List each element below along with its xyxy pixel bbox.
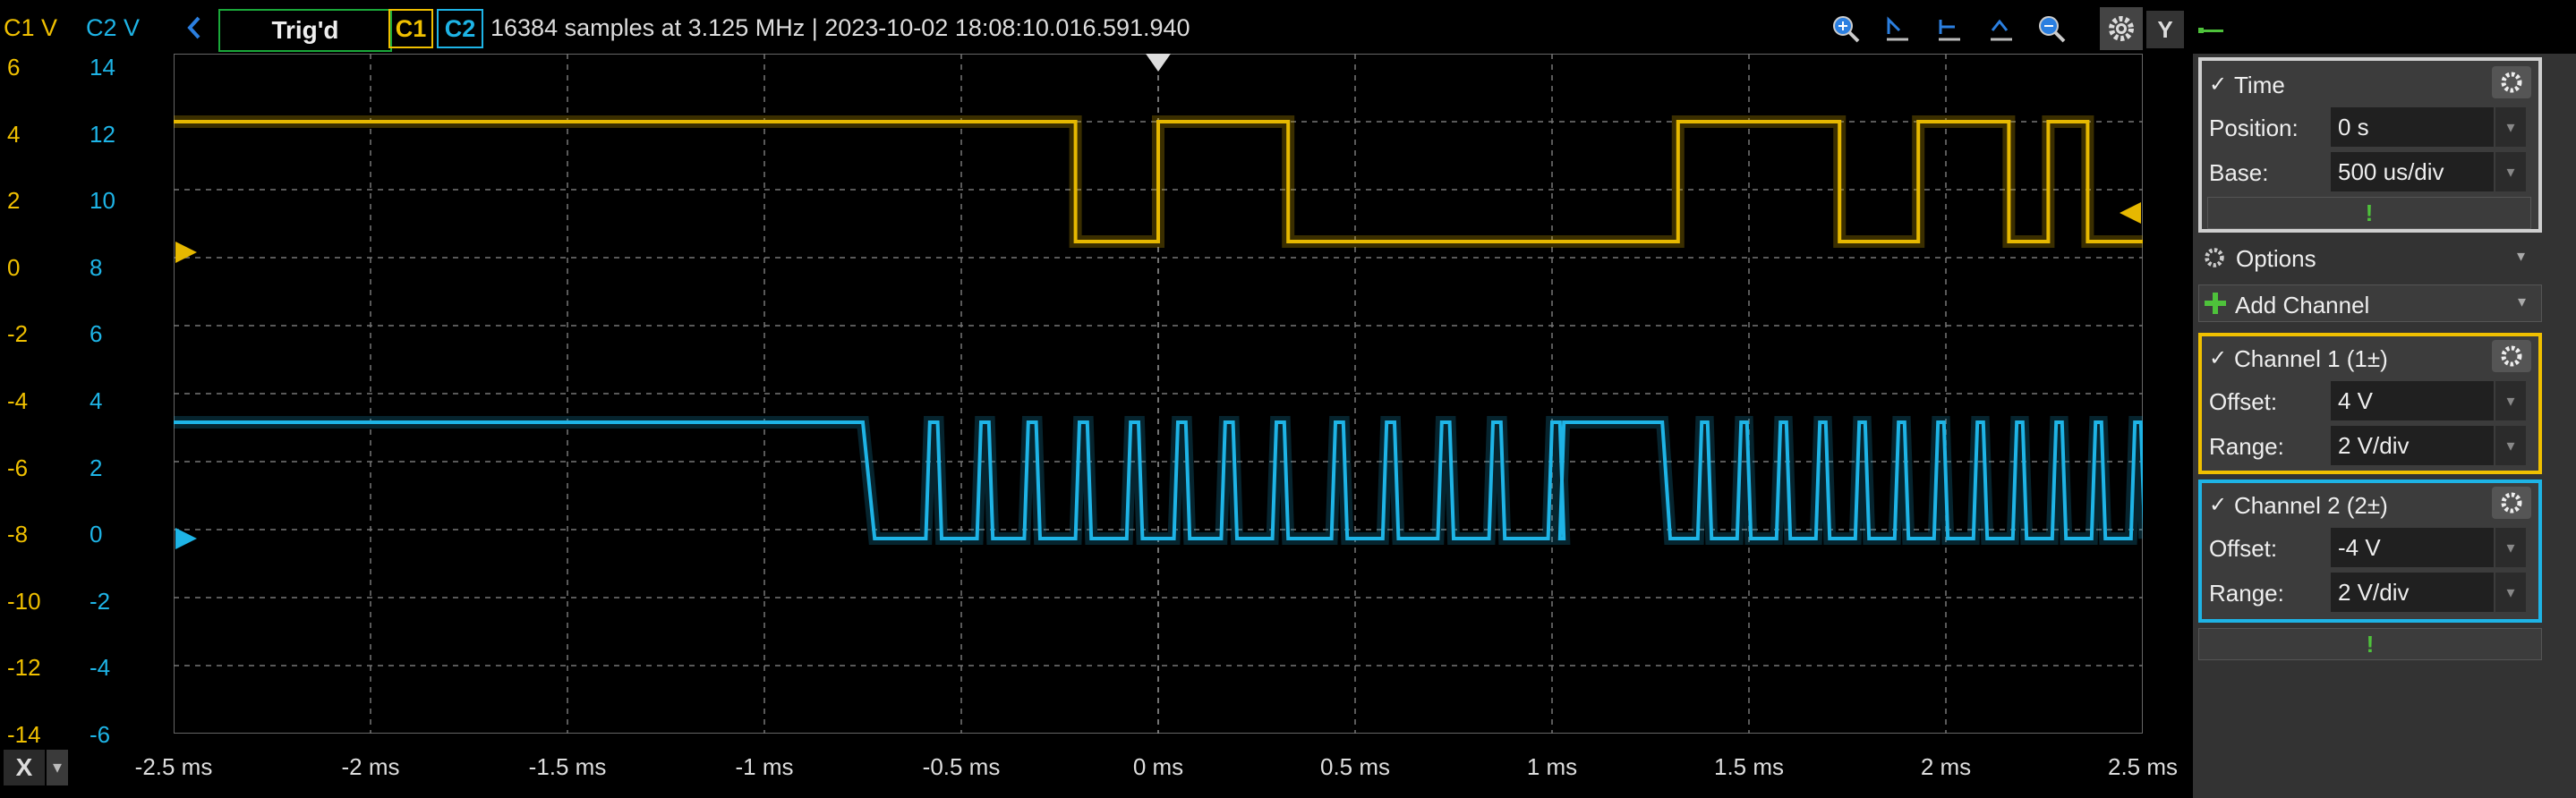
c2-tick-label: -2 (90, 587, 111, 615)
channel1-range-field[interactable]: 2 V/div (2331, 426, 2494, 465)
base-field[interactable]: 500 us/div (2331, 152, 2494, 191)
options-label: Options (2236, 245, 2316, 272)
c2-tick-label: -4 (90, 654, 111, 682)
c2-tick-label: 0 (90, 521, 103, 548)
channel2-offset-field[interactable]: -4 V (2331, 528, 2494, 567)
x-tick-label: 2 ms (1920, 753, 1972, 780)
c2-tick-label: 10 (90, 187, 115, 215)
trigger-position-marker-icon (1146, 54, 1171, 72)
settings-panel: ✓ Time Position: 0 s ▾ Base: 500 us/div … (2193, 54, 2576, 798)
c1-tick-label: 0 (7, 253, 21, 281)
channel2-button[interactable]: C2 (437, 9, 483, 48)
options-gear-icon (2205, 248, 2224, 267)
x-axis-dropdown[interactable]: ▾ (47, 750, 68, 785)
time-title: Time (2234, 72, 2285, 98)
chevron-left-icon[interactable] (184, 13, 204, 43)
panel-toggle-icon[interactable] (2198, 23, 2223, 33)
trigger-level-marker-icon (2120, 202, 2141, 224)
channel1-button[interactable]: C1 (388, 9, 433, 48)
channel2-gear-icon[interactable] (2492, 487, 2531, 519)
c2-tick-label: 4 (90, 387, 103, 414)
x-tick-label: 0.5 ms (1319, 753, 1391, 780)
channel1-check-icon[interactable]: ✓ (2209, 346, 2228, 370)
c2-tick-label: 12 (90, 120, 115, 148)
x-tick-label: -2 ms (341, 753, 400, 780)
position-dropdown-icon[interactable]: ▾ (2495, 107, 2526, 147)
c1-tick-label: 6 (7, 54, 21, 81)
position-field[interactable]: 0 s (2331, 107, 2494, 147)
channel2-offset-label: Offset: (2209, 535, 2278, 562)
channel1-trace (174, 120, 2143, 243)
channel2-group: ✓ Channel 2 (2±) Offset: -4 V ▾ Range: 2… (2198, 480, 2542, 623)
cursor-up-icon[interactable] (1878, 9, 1917, 48)
channel2-range-field[interactable]: 2 V/div (2331, 573, 2494, 612)
channel1-range-label: Range: (2209, 433, 2284, 460)
c2-tick-label: -6 (90, 721, 111, 748)
cursor-horizontal-icon[interactable] (1930, 9, 1969, 48)
panel-expand-button[interactable]: ! (2198, 628, 2542, 660)
options-chevron-icon: ▾ (2517, 247, 2526, 265)
channel1-glow (174, 115, 2143, 248)
y-axis-button[interactable]: Y (2146, 11, 2184, 48)
channel1-group: ✓ Channel 1 (1±) Offset: 4 V ▾ Range: 2 … (2198, 333, 2542, 474)
channel1-offset-marker-icon (175, 242, 197, 263)
c1-tick-label: -4 (7, 387, 29, 414)
c2-tick-label: 8 (90, 253, 103, 281)
channel2-range-dropdown-icon[interactable]: ▾ (2495, 573, 2526, 612)
cursor-vertical-icon[interactable] (1982, 9, 2021, 48)
position-label: Position: (2209, 115, 2299, 141)
c1-tick-label: -12 (7, 654, 41, 682)
channel2-offset-dropdown-icon[interactable]: ▾ (2495, 528, 2526, 567)
trigger-status-button[interactable]: Trig'd (218, 9, 392, 52)
channel1-offset-field[interactable]: 4 V (2331, 381, 2494, 420)
x-tick-label: -1.5 ms (528, 753, 607, 780)
c1-tick-label: -2 (7, 320, 29, 348)
settings-gear-icon[interactable] (2100, 7, 2143, 50)
c1-tick-label: 4 (7, 120, 21, 148)
channel1-gear-icon[interactable] (2492, 340, 2531, 372)
c1-tick-label: -8 (7, 521, 29, 548)
x-tick-label: 2.5 ms (2107, 753, 2179, 780)
x-axis-button[interactable]: X (4, 750, 45, 785)
plus-icon (2205, 293, 2226, 314)
time-gear-icon[interactable] (2492, 66, 2531, 98)
time-expand-button[interactable]: ! (2207, 197, 2531, 229)
channel1-offset-label: Offset: (2209, 388, 2278, 415)
c2-tick-label: 6 (90, 320, 103, 348)
time-check-icon[interactable]: ✓ (2209, 72, 2228, 97)
x-tick-label: 0 ms (1132, 753, 1184, 780)
c1-tick-label: 2 (7, 187, 21, 215)
channel1-range-dropdown-icon[interactable]: ▾ (2495, 426, 2526, 465)
c1-tick-label: -14 (7, 721, 41, 748)
x-tick-label: 1.5 ms (1713, 753, 1785, 780)
x-tick-label: -1 ms (735, 753, 794, 780)
base-dropdown-icon[interactable]: ▾ (2495, 152, 2526, 191)
c2-tick-label: 14 (90, 54, 115, 81)
channel2-offset-marker-icon (175, 528, 197, 549)
c1-tick-label: -10 (7, 587, 41, 615)
add-channel-chevron-icon: ▾ (2518, 293, 2527, 310)
channel2-check-icon[interactable]: ✓ (2209, 493, 2228, 517)
x-tick-label: -2.5 ms (134, 753, 213, 780)
time-group: ✓ Time Position: 0 s ▾ Base: 500 us/div … (2198, 57, 2542, 233)
zoom-out-icon[interactable] (2032, 9, 2071, 48)
c1-axis-header: C1 V (4, 14, 58, 41)
add-channel-button[interactable]: Add Channel ▾ (2198, 284, 2542, 322)
channel1-offset-dropdown-icon[interactable]: ▾ (2495, 381, 2526, 420)
c1-tick-label: -6 (7, 454, 29, 481)
add-channel-label: Add Channel (2235, 292, 2370, 318)
channel2-title: Channel 2 (2±) (2234, 492, 2388, 519)
c2-axis-header: C2 V (86, 14, 141, 41)
oscilloscope-plot[interactable] (174, 54, 2143, 734)
acquisition-info: 16384 samples at 3.125 MHz | 2023-10-02 … (490, 14, 1190, 41)
x-tick-label: -0.5 ms (922, 753, 1001, 780)
c2-tick-label: 2 (90, 454, 103, 481)
options-row[interactable]: Options ▾ (2198, 240, 2542, 276)
zoom-in-icon[interactable] (1826, 9, 1865, 48)
channel1-title: Channel 1 (1±) (2234, 345, 2388, 372)
x-tick-label: 1 ms (1526, 753, 1578, 780)
channel2-range-label: Range: (2209, 580, 2284, 607)
base-label: Base: (2209, 159, 2269, 186)
channel2-trace (174, 420, 2143, 540)
